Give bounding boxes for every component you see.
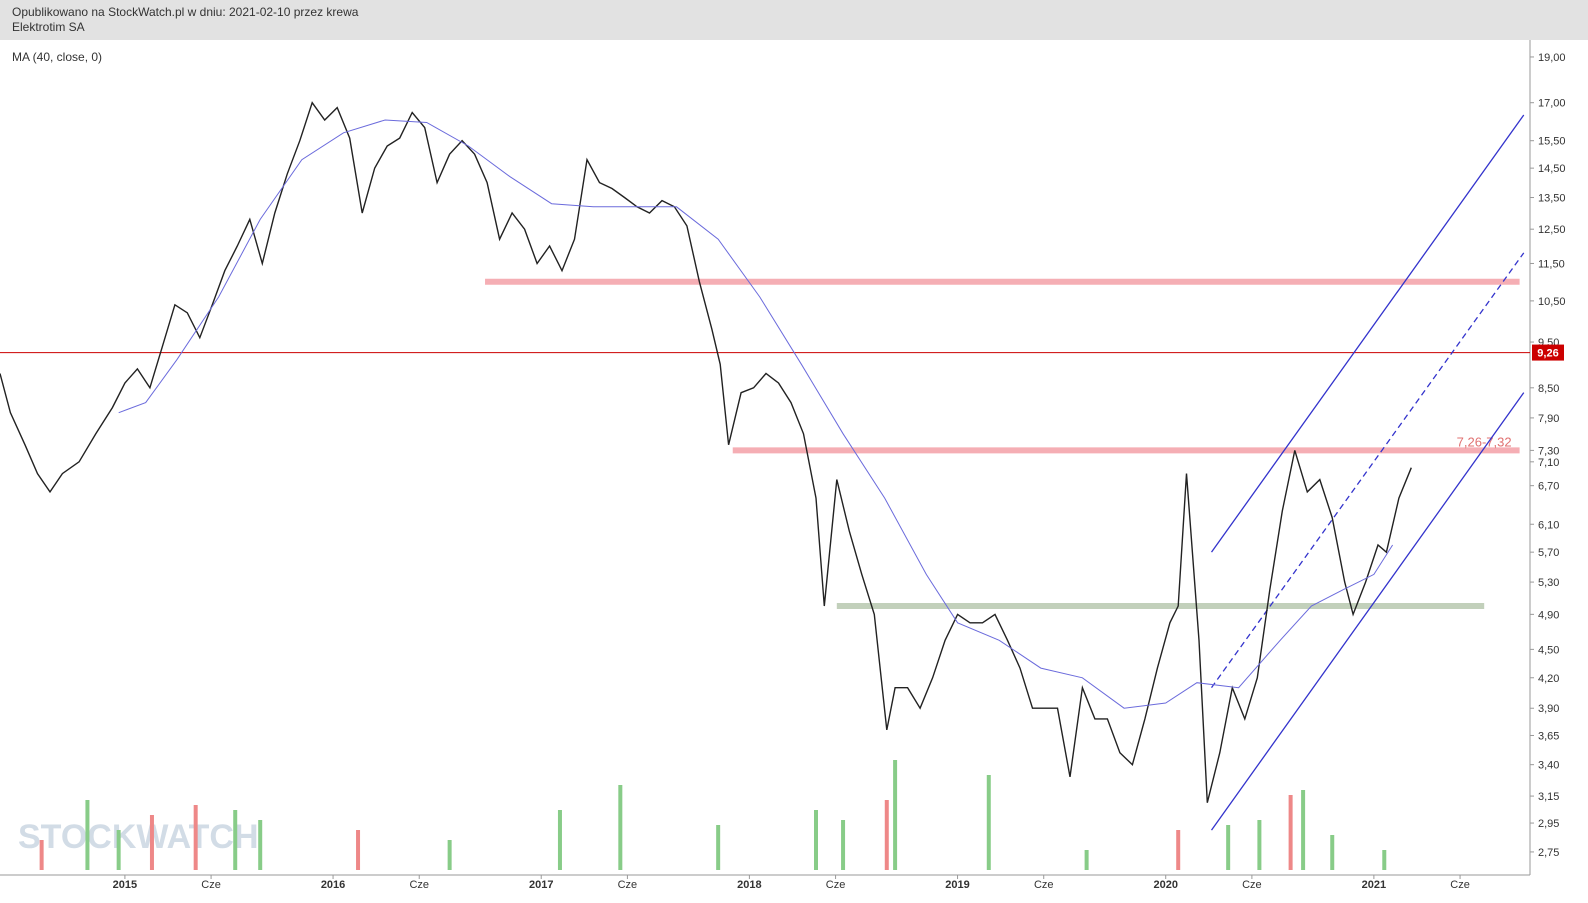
x-tick-label: 2016 — [321, 879, 345, 891]
x-tick-label: Cze — [409, 879, 429, 891]
price-tag-label: 9,26 — [1537, 348, 1558, 360]
volume-bar — [814, 810, 818, 870]
volume-bar — [618, 785, 623, 870]
volume-bar — [893, 760, 898, 870]
y-tick-label: 8,50 — [1538, 383, 1559, 395]
x-tick-label: Cze — [618, 879, 638, 891]
y-tick-label: 5,30 — [1538, 577, 1559, 589]
volume-bar — [716, 825, 721, 870]
y-tick-label: 3,65 — [1538, 730, 1559, 742]
x-tick-label: 2015 — [113, 879, 137, 891]
x-tick-label: 2021 — [1362, 879, 1386, 891]
watermark: STOCKWATCH — [18, 818, 259, 856]
y-tick-label: 12,50 — [1538, 224, 1566, 236]
volume-bar — [557, 810, 562, 870]
y-tick-label: 4,20 — [1538, 673, 1559, 685]
y-tick-label: 6,70 — [1538, 481, 1559, 493]
volume-bar — [1288, 795, 1293, 870]
volume-bar — [39, 840, 44, 870]
header-band — [0, 0, 1588, 40]
x-tick-label: Cze — [1034, 879, 1054, 891]
volume-bar — [116, 830, 121, 870]
y-tick-label: 15,50 — [1538, 136, 1566, 148]
x-tick-label: 2017 — [529, 879, 553, 891]
chart-title: Elektrotim SA — [12, 20, 85, 34]
y-tick-label: 14,50 — [1538, 163, 1566, 175]
volume-bar — [1084, 850, 1089, 870]
volume-bar — [1330, 835, 1335, 870]
volume-bar — [1301, 790, 1306, 870]
x-tick-label: Cze — [201, 879, 221, 891]
price-line — [0, 101, 1412, 803]
y-tick-label: 4,50 — [1538, 644, 1559, 656]
y-tick-label: 7,90 — [1538, 413, 1559, 425]
x-tick-label: 2018 — [737, 879, 761, 891]
y-tick-label: 3,90 — [1538, 703, 1559, 715]
y-tick-label: 5,70 — [1538, 547, 1559, 559]
x-tick-label: 2020 — [1153, 879, 1177, 891]
y-tick-label: 13,50 — [1538, 193, 1566, 205]
y-tick-label: 7,30 — [1538, 445, 1559, 457]
volume-bar — [1176, 830, 1181, 870]
trend-line — [1210, 252, 1525, 689]
y-tick-label: 2,75 — [1538, 847, 1559, 859]
volume-bar — [1257, 820, 1262, 870]
y-tick-label: 11,50 — [1538, 258, 1565, 270]
y-tick-label: 7,10 — [1538, 457, 1559, 469]
moving-average-line — [118, 119, 1394, 709]
volume-bar — [884, 800, 889, 870]
y-tick-label: 10,50 — [1538, 296, 1566, 308]
volume-bar — [149, 815, 154, 870]
zone-label: 7,26-7,32 — [1457, 434, 1512, 449]
x-tick-label: 2019 — [945, 879, 969, 891]
y-tick-label: 19,00 — [1538, 52, 1566, 64]
volume-bar — [85, 800, 90, 870]
trend-line — [1210, 114, 1525, 553]
volume-bar — [233, 810, 238, 870]
volume-bar — [447, 840, 452, 870]
trend-line — [1210, 392, 1525, 831]
y-tick-label: 4,90 — [1538, 609, 1559, 621]
volume-bar — [1382, 850, 1387, 870]
volume-bar — [841, 820, 846, 870]
volume-bar — [193, 805, 198, 870]
volume-bar — [356, 830, 361, 870]
y-tick-label: 17,00 — [1538, 98, 1566, 110]
x-tick-label: Cze — [826, 879, 846, 891]
x-tick-label: Cze — [1242, 879, 1262, 891]
price-tag — [1532, 344, 1564, 361]
volume-bar — [1226, 825, 1231, 870]
volume-bar — [986, 775, 991, 870]
legend-entry: MA (40, close, 0) — [12, 50, 102, 64]
y-tick-label: 3,40 — [1538, 760, 1559, 772]
volume-bar — [258, 820, 263, 870]
y-tick-label: 6,10 — [1538, 519, 1559, 531]
y-tick-label: 3,15 — [1538, 791, 1559, 803]
x-tick-label: Cze — [1450, 879, 1470, 891]
y-tick-label: 2,95 — [1538, 818, 1559, 830]
chart-subtitle: Opublikowano na StockWatch.pl w dniu: 20… — [12, 5, 359, 19]
